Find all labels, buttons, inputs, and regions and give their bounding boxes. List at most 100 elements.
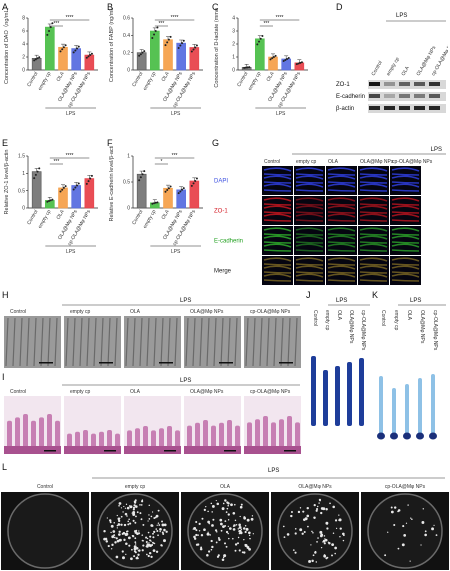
bacterial-colony [227,532,229,535]
data-point [87,55,90,58]
bacterial-colony [252,533,254,535]
bacterial-colony [125,553,127,556]
bacterial-colony [148,518,151,520]
data-point [151,202,154,205]
if-signal [295,213,324,218]
bacterial-colony [314,550,317,553]
bacterial-colony [135,529,138,532]
villus [247,422,252,448]
tem-image [64,316,121,368]
bacterial-colony [201,517,204,520]
data-point [244,66,247,69]
bacterial-colony [407,504,409,506]
tem-texture [72,317,76,367]
western-band [414,106,425,110]
data-point [49,199,52,202]
if-signal [263,241,292,244]
bacterial-colony [138,530,140,532]
if-signal [327,167,356,172]
bacterial-colony [193,537,197,540]
stained-tissue [392,388,396,436]
bacterial-colony [294,532,297,535]
bacterial-colony [243,516,247,520]
if-signal [327,233,356,236]
if-signal [391,243,420,248]
bacterial-colony [390,506,393,509]
data-point [46,200,49,203]
lps-label: LPS [171,249,181,255]
villus [99,431,104,448]
western-band [429,82,440,86]
data-point [138,54,141,57]
bacterial-colony [304,517,308,521]
bacterial-colony [106,517,108,519]
bacterial-colony [105,537,107,540]
tem-column-label: OLA [130,309,141,315]
data-point [259,37,262,40]
bacterial-colony [203,508,206,512]
bacterial-colony [135,515,137,518]
bacterial-colony [335,527,338,530]
y-tick-label: 3 [232,29,235,35]
bacterial-colony [134,521,137,524]
x-tick-label: empty cp [247,71,262,92]
data-point [138,179,141,182]
if-signal [263,167,292,172]
bacterial-colony [310,544,312,546]
tem-column-label: empty cp [70,309,91,315]
significance-label: **** [66,153,74,159]
villus [31,420,36,448]
bacterial-colony [195,543,199,546]
stained-tissue-end [403,432,411,440]
bacterial-colony [137,550,139,552]
bacterial-colony [133,545,137,549]
bacterial-colony [422,508,424,510]
bacterial-colony [424,530,427,533]
bacterial-colony [193,526,197,530]
plate-column-label: Control [37,484,53,490]
chart-b: Concentration of FABP (ng/mL) 0 0.2 0.4 0.6 C… [109,8,203,117]
y-tick-label: 6 [22,29,25,35]
y-tick-label: 0.5 [123,180,130,186]
scale-bar [284,450,296,452]
data-point [295,63,298,66]
bacterial-colony [210,539,213,543]
if-signal [263,211,292,214]
bacterial-colony [120,523,123,526]
colon-column-label: empty cp [324,310,330,331]
bacterial-colony [134,537,137,540]
data-point [164,190,167,193]
stained-tissue-end [416,432,424,440]
stained-tissue [431,374,435,436]
bacterial-colony [156,530,159,533]
bacterial-colony [115,555,119,559]
data-point [154,30,157,32]
bacterial-colony [342,534,345,537]
if-signal [295,175,324,180]
bar [45,26,55,71]
bacterial-colony [219,518,223,522]
bacterial-colony [205,506,207,508]
bacterial-colony [306,514,310,518]
bacterial-colony [207,510,209,513]
bacterial-colony [128,518,130,521]
y-tick-label: 0.5 [18,188,25,194]
bacterial-colony [411,518,413,520]
bacterial-colony [228,537,230,540]
stained-tissue-end [377,432,385,440]
bacterial-colony [339,536,341,538]
x-tick-label: Control [131,71,144,88]
bacterial-colony [148,514,150,516]
villus [115,433,120,448]
data-point [64,44,67,47]
bacterial-colony [225,511,228,513]
data-point [61,188,64,191]
significance-label: *** [263,21,269,27]
if-signal [391,203,420,206]
tem-texture [245,317,249,367]
villus [211,425,216,448]
petri-dish [7,493,83,569]
significance-label: * [160,159,162,165]
bacterial-colony [223,542,227,545]
if-signal [327,219,356,222]
